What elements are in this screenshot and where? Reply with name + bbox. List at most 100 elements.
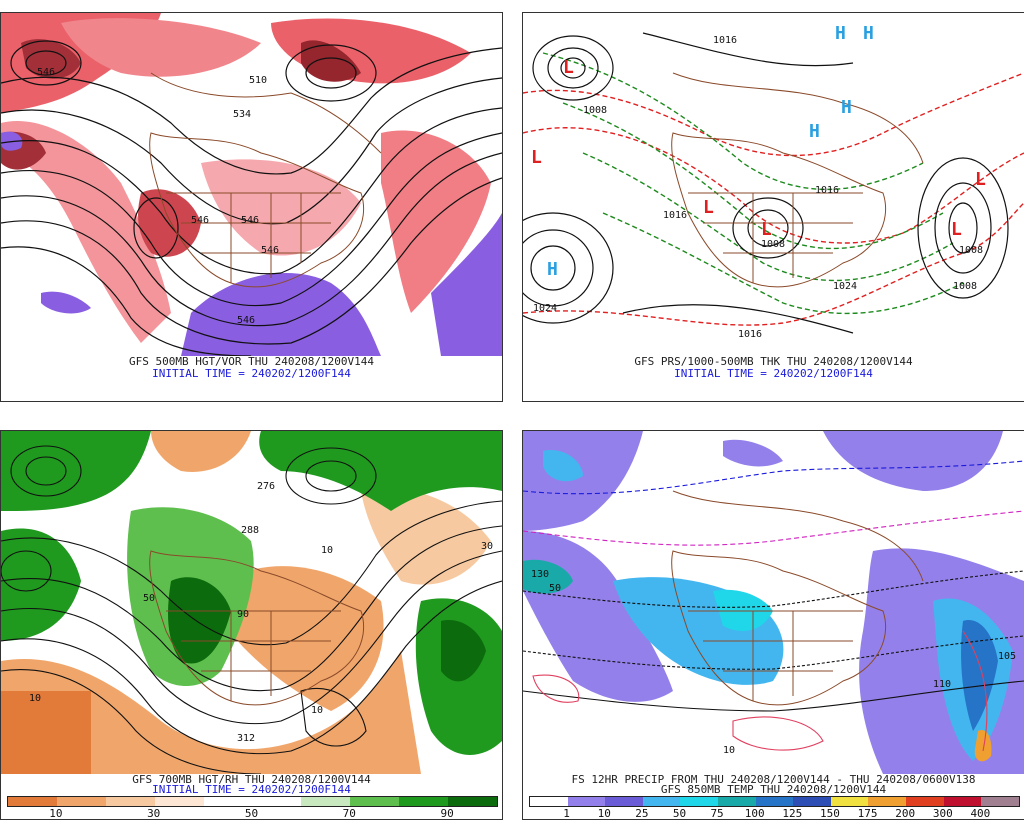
vorticity-shading <box>1 13 491 343</box>
boundaries <box>149 72 382 288</box>
isobar-label: 1016 <box>663 210 687 221</box>
contour-label: 546 <box>237 315 255 326</box>
colorbar-tick-label: 100 <box>744 807 765 820</box>
low-center: L <box>951 219 962 240</box>
low-center: L <box>563 57 574 78</box>
colorbar-tick-label: 75 <box>710 807 724 820</box>
contour-label: 10 <box>311 705 323 716</box>
precip-colorbar <box>529 796 1020 807</box>
colorbar-swatch <box>154 797 204 806</box>
colorbar-tick-label: 50 <box>244 807 259 820</box>
boundaries <box>671 72 924 288</box>
colorbar-tick-label: 30 <box>147 807 161 820</box>
colorbar-swatch <box>448 797 498 806</box>
high-center: H <box>841 97 852 118</box>
colorbar-swatch <box>718 797 756 806</box>
contour-label: 546 <box>241 215 259 226</box>
colorbar-swatch <box>642 797 681 806</box>
high-center: H <box>547 259 558 280</box>
pressure-centers: L L L L L L H H H H H <box>531 23 986 280</box>
contour-label: 288 <box>241 525 259 536</box>
rh-map: 30 276 288 50 10 10 312 90 10 <box>1 431 502 774</box>
high-center: H <box>809 121 820 142</box>
panel-title: GFS PRS/1000-500MB THK THU 240208/1200V1… <box>634 355 913 368</box>
panel-500mb-vorticity: 546 510 534 546 546 546 546 GFS 500MB HG… <box>0 12 503 402</box>
rh-colorbar <box>7 796 498 807</box>
boundaries <box>149 550 365 706</box>
isobar-label: 1008 <box>959 245 983 256</box>
temp-contours <box>523 460 1024 752</box>
temp-label: 10 <box>723 745 735 756</box>
colorbar-swatch <box>105 797 155 806</box>
colorbar-swatch <box>793 797 831 806</box>
isobar-label: 1024 <box>533 303 557 314</box>
panel-precip-850mb-temp: 130 50 105 110 10 FS 12HR PRECIP FROM TH… <box>522 430 1024 820</box>
colorbar-swatch <box>680 797 719 806</box>
panel-title: GFS 700MB HGT/RH THU 240208/1200V144 <box>132 773 371 786</box>
colorbar-tick-label: 1 <box>563 807 570 820</box>
low-center: L <box>975 169 986 190</box>
colorbar-tick-label: 90 <box>440 807 454 820</box>
isobar-labels: 1016 1008 1024 1016 1008 1008 1016 1016 … <box>533 35 983 340</box>
isobars <box>523 32 1009 334</box>
colorbar-swatch <box>252 797 302 806</box>
negative-vorticity-shading <box>1 131 502 356</box>
isobar-label: 1016 <box>738 329 762 340</box>
contour-label: 510 <box>249 75 267 86</box>
colorbar-swatch <box>8 797 57 806</box>
dry-shading <box>1 431 491 774</box>
colorbar-tick-label: 300 <box>932 807 953 820</box>
isobar-label: 1008 <box>761 239 785 250</box>
colorbar-tick-label: 125 <box>782 807 803 820</box>
colorbar-swatch <box>868 797 907 806</box>
contour-label: 312 <box>237 733 255 744</box>
contour-label: 546 <box>37 67 55 78</box>
colorbar-swatch <box>981 797 1019 806</box>
initial-time: INITIAL TIME = 240202/1200F144 <box>152 367 351 380</box>
precip-map: 130 50 105 110 10 <box>523 431 1024 774</box>
temp-label: 110 <box>933 679 951 690</box>
initial-time: INITIAL TIME = 240202/1200F144 <box>674 367 873 380</box>
colorbar-swatch <box>530 797 568 806</box>
temp-label: 105 <box>998 651 1016 662</box>
colorbar-swatch <box>350 797 400 806</box>
colorbar-tick-label: 200 <box>895 807 916 820</box>
high-center: H <box>863 23 874 44</box>
colorbar-tick-label: 70 <box>342 807 356 820</box>
colorbar-swatch <box>56 797 106 806</box>
height-contours <box>1 445 502 774</box>
contour-label: 30 <box>481 541 493 552</box>
isobar-label: 1016 <box>713 35 737 46</box>
colorbar-swatch <box>567 797 606 806</box>
colorbar-swatch <box>943 797 982 806</box>
isobar-label: 1024 <box>833 281 857 292</box>
temp-label: 130 <box>531 569 549 580</box>
colorbar-tick-label: 10 <box>49 807 63 820</box>
contour-label: 534 <box>233 109 251 120</box>
boundaries <box>671 490 924 706</box>
initial-time: INITIAL TIME = 240202/1200F144 <box>152 783 351 796</box>
temp-label: 50 <box>549 583 561 594</box>
isobar-label: 1008 <box>953 281 977 292</box>
high-center: H <box>835 23 846 44</box>
contour-label: 10 <box>321 545 333 556</box>
contour-label: 276 <box>257 481 275 492</box>
pressure-map: L L L L L L H H H H H 1016 1008 1024 101… <box>523 13 1024 356</box>
contour-label: 10 <box>29 693 41 704</box>
low-center: L <box>531 147 542 168</box>
panel-title: FS 12HR PRECIP FROM THU 240208/1200V144 … <box>571 773 976 786</box>
colorbar-swatch <box>755 797 794 806</box>
colorbar-swatch <box>301 797 351 806</box>
colorbar-swatch <box>830 797 869 806</box>
panel-pressure-thickness: L L L L L L H H H H H 1016 1008 1024 101… <box>522 12 1024 402</box>
colorbar-swatch <box>906 797 944 806</box>
panel-title: GFS 500MB HGT/VOR THU 240208/1200V144 <box>128 355 375 368</box>
colorbar-tick-label: 150 <box>819 807 840 820</box>
isobar-label: 1016 <box>815 185 839 196</box>
panel-subtitle: GFS 850MB TEMP THU 240208/1200V144 <box>660 783 887 796</box>
contour-label: 90 <box>237 609 249 620</box>
colorbar-tick-label: 25 <box>635 807 649 820</box>
contour-labels: 546 510 534 546 546 546 546 <box>37 67 279 326</box>
colorbar-tick-label: 10 <box>597 807 611 820</box>
panel-700mb-rh: 30 276 288 50 10 10 312 90 10 GFS 700MB … <box>0 430 503 820</box>
